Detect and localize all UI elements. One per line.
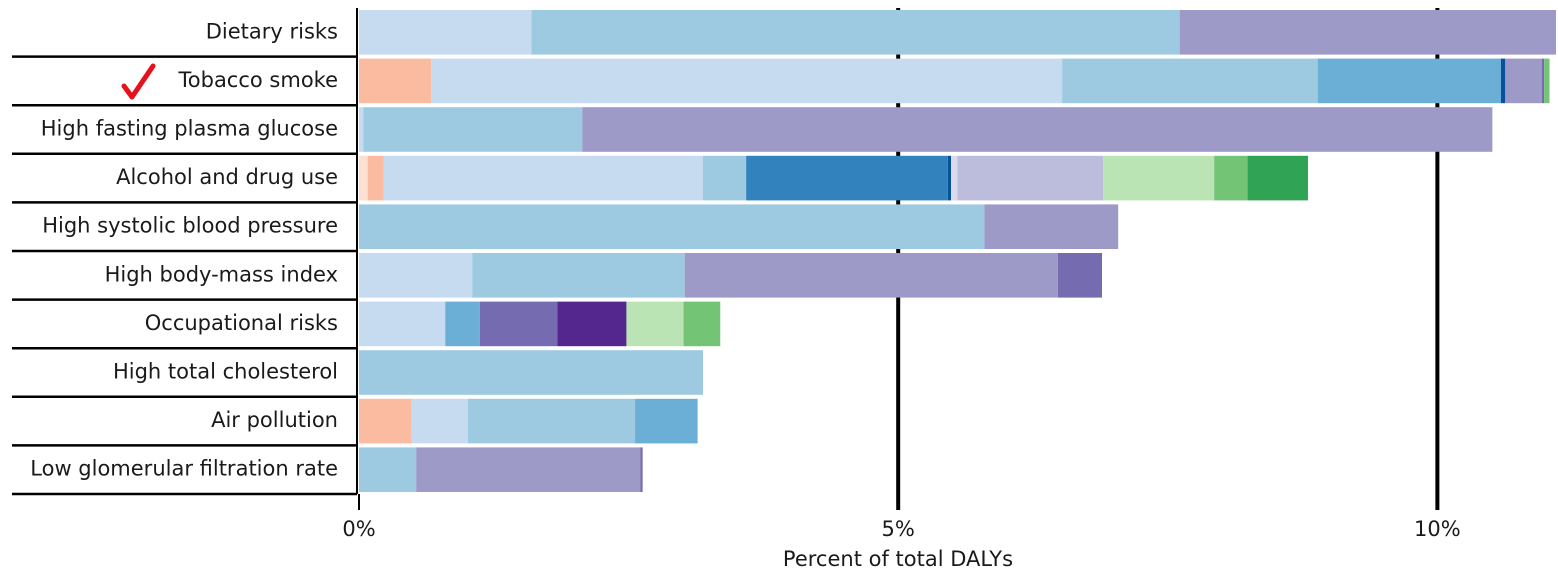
bar-segment (1501, 58, 1506, 104)
check-icon (121, 63, 156, 100)
bar-segment (359, 10, 532, 55)
y-tick-label: Tobacco smoke (178, 68, 339, 92)
x-tick-label: 0% (342, 517, 375, 541)
bar-segment (684, 253, 1058, 298)
bar-segment (640, 447, 643, 492)
bar-segment (1541, 58, 1545, 104)
bar-segment (416, 447, 641, 492)
bar-segment (1317, 58, 1502, 104)
y-tick-label: Air pollution (211, 408, 338, 432)
bar-segment (531, 10, 1180, 55)
bar-segment (957, 155, 1104, 201)
x-axis-label: Percent of total DALYs (783, 547, 1013, 571)
bar-segment (383, 155, 704, 201)
y-tick-label: High body-mass index (105, 262, 338, 286)
bar-segment (359, 253, 473, 298)
bar-segment (1103, 155, 1215, 201)
bar-segment (411, 398, 468, 444)
bar-segment (467, 398, 636, 444)
x-tick-label: 10% (1414, 517, 1461, 541)
bar-segment (746, 155, 948, 201)
bar-segment (359, 155, 368, 201)
y-tick-label: High fasting plasma glucose (41, 117, 338, 141)
bar-segment (359, 58, 432, 104)
bar-segment (984, 204, 1119, 249)
bar-segment (445, 301, 480, 347)
y-tick-label: Dietary risks (206, 19, 338, 43)
bar-segment (359, 350, 704, 395)
bar-segment (947, 155, 952, 201)
bar-segment (359, 204, 985, 249)
bar-segment (479, 301, 558, 347)
bar-segment (359, 447, 417, 492)
bar-segment (635, 398, 698, 444)
y-tick-label: High systolic blood pressure (42, 214, 338, 238)
bar-segment (431, 58, 1063, 104)
y-tick-label: Low glomerular filtration rate (30, 457, 338, 481)
bar-segment (363, 107, 583, 152)
bar-segment (703, 155, 747, 201)
bar-segment (557, 301, 627, 347)
bar-segment (582, 107, 1493, 152)
bar-segment (359, 301, 446, 347)
bar-segment (626, 301, 684, 347)
bar-segment (1247, 155, 1308, 201)
y-tick-label: Alcohol and drug use (116, 165, 338, 189)
bar-segment (951, 155, 958, 201)
bar-segment (359, 398, 412, 444)
bar-segment (1057, 253, 1103, 298)
y-tick-label: High total cholesterol (113, 360, 338, 384)
bar-segment (1505, 58, 1542, 104)
bar-segment (1214, 155, 1248, 201)
bar-segment (472, 253, 685, 298)
y-tick-label: Occupational risks (145, 311, 338, 335)
bar-segment (683, 301, 721, 347)
bar-segment (359, 107, 364, 152)
bar-segment (1544, 58, 1550, 104)
bar-segment (1179, 10, 1556, 55)
x-tick-label: 5% (882, 517, 915, 541)
bar-segment (1062, 58, 1318, 104)
bar-segment (367, 155, 384, 201)
